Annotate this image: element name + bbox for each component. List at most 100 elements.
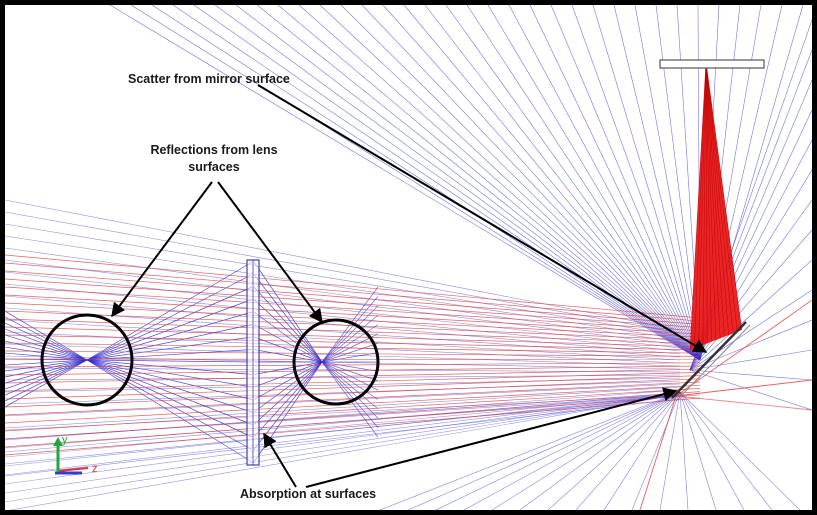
red-ray xyxy=(5,362,701,368)
axis-z-label: z xyxy=(92,463,98,475)
blue-ray xyxy=(277,5,701,361)
red-ray xyxy=(639,395,677,510)
blue-ray xyxy=(193,5,701,361)
axis-y-label: y xyxy=(62,434,68,446)
blue-ray xyxy=(689,289,812,371)
blue-ray xyxy=(5,355,681,370)
red-ray xyxy=(5,262,701,322)
blue-ray xyxy=(298,5,701,361)
red-ray xyxy=(5,394,701,448)
blue-ray xyxy=(550,5,701,361)
red-ray xyxy=(5,270,701,325)
blue-ray xyxy=(5,271,681,349)
blue-ray xyxy=(5,359,88,408)
red-cone-ray xyxy=(705,61,712,342)
red-ray xyxy=(675,395,812,411)
blue-ray xyxy=(361,5,701,361)
blue-ray xyxy=(130,5,701,361)
blue-ray xyxy=(689,369,812,381)
blue-ray xyxy=(253,361,323,388)
blue-ray xyxy=(253,361,323,450)
red-cone-ray xyxy=(702,61,707,345)
blue-ray xyxy=(151,5,701,361)
annotation-arrows xyxy=(111,84,708,488)
blue-ray xyxy=(253,324,323,363)
blue-ray xyxy=(463,391,681,510)
blue-ray xyxy=(86,359,253,450)
blue-ray xyxy=(5,346,88,361)
red-ray xyxy=(5,278,701,328)
red-ray xyxy=(5,391,701,440)
label-reflections-line2: surfaces xyxy=(188,160,239,174)
blue-ray xyxy=(253,286,323,363)
blue-ray xyxy=(407,391,681,510)
blue-ray xyxy=(5,398,681,477)
blue-ray xyxy=(5,359,88,366)
blue-ray xyxy=(382,5,701,361)
blue-ray xyxy=(5,223,681,337)
red-cone-ray xyxy=(698,61,707,347)
blue-ray xyxy=(86,359,253,363)
blue-ray xyxy=(445,5,701,361)
blue-ray xyxy=(5,319,681,361)
red-cone-ray xyxy=(705,61,708,344)
red-ray xyxy=(5,384,701,424)
blue-ray xyxy=(424,5,701,361)
blue-ray xyxy=(679,391,689,510)
arrow-reflection-left xyxy=(111,181,213,318)
blue-ray xyxy=(5,386,681,429)
blue-ray xyxy=(86,324,253,361)
red-cone-ray xyxy=(705,61,729,335)
red-ray xyxy=(5,388,701,432)
blue-ray xyxy=(5,392,681,453)
blue-ray xyxy=(86,359,253,425)
blue-ray xyxy=(5,283,681,352)
blue-ray xyxy=(613,5,701,361)
blue-ray xyxy=(9,394,677,510)
red-cone-ray xyxy=(705,61,721,339)
blue-ray xyxy=(321,361,379,400)
label-reflections-line1: Reflections from lens xyxy=(150,143,277,157)
red-ray xyxy=(5,350,701,357)
ray-trace-canvas: Scatter from mirror surface Reflections … xyxy=(5,5,812,510)
blue-ray xyxy=(5,211,681,334)
blue-ray xyxy=(5,359,88,384)
red-ray xyxy=(5,397,701,456)
blue-ray xyxy=(5,343,681,367)
label-scatter: Scatter from mirror surface xyxy=(128,72,290,86)
blue-ray xyxy=(235,5,701,361)
blue-ray xyxy=(659,391,681,510)
red-ray xyxy=(5,358,701,360)
blue-ray xyxy=(689,229,812,371)
blue-ray xyxy=(519,391,681,510)
blue-ray xyxy=(321,314,379,363)
blue-ray xyxy=(5,367,681,373)
red-source-rays xyxy=(5,254,812,510)
blue-ray xyxy=(679,391,773,510)
red-ray xyxy=(5,375,701,400)
blue-ray xyxy=(214,5,701,361)
blue-ray xyxy=(5,394,677,485)
blue-ray xyxy=(340,5,701,361)
red-ray xyxy=(5,334,701,351)
red-cone-ray xyxy=(705,61,717,340)
blue-ray xyxy=(321,286,379,363)
blue-ray xyxy=(5,359,88,372)
blue-ray xyxy=(603,391,681,510)
red-ray xyxy=(5,381,701,416)
blue-ray xyxy=(403,5,701,361)
red-ray xyxy=(675,379,812,397)
blue-ray xyxy=(86,274,253,361)
blue-ray xyxy=(5,394,677,503)
red-cone-ray xyxy=(694,61,707,349)
axis-y-arrowhead xyxy=(53,437,63,446)
blue-ray xyxy=(5,394,677,494)
red-cone-ray xyxy=(705,61,725,337)
blue-ray xyxy=(321,352,379,363)
blue-ray xyxy=(253,361,323,375)
blue-ray xyxy=(253,361,323,425)
red-focus-cone-rays xyxy=(689,61,742,351)
red-cone-ray xyxy=(705,61,734,334)
blue-ray xyxy=(508,5,701,361)
